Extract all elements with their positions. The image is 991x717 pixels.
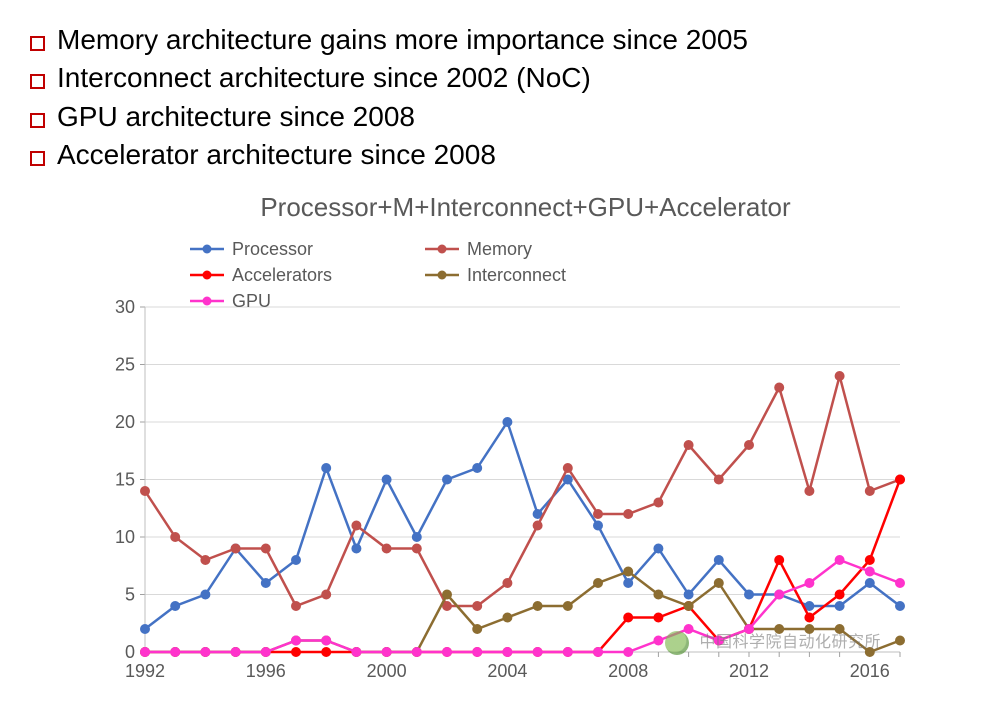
svg-text:Interconnect: Interconnect <box>467 265 566 285</box>
bullet-item: Accelerator architecture since 2008 <box>30 137 961 173</box>
svg-text:2016: 2016 <box>850 661 890 681</box>
bullet-text: Interconnect architecture since 2002 (No… <box>57 60 591 96</box>
square-bullet-icon <box>30 113 45 128</box>
bullet-item: Memory architecture gains more importanc… <box>30 22 961 58</box>
svg-text:2012: 2012 <box>729 661 769 681</box>
svg-text:1996: 1996 <box>246 661 286 681</box>
watermark-logo-icon <box>665 631 689 655</box>
svg-text:2004: 2004 <box>487 661 527 681</box>
svg-text:2000: 2000 <box>367 661 407 681</box>
svg-text:Accelerators: Accelerators <box>232 265 332 285</box>
watermark: 中国科学院自动化研究所 <box>665 628 881 655</box>
square-bullet-icon <box>30 151 45 166</box>
bullet-item: GPU architecture since 2008 <box>30 99 961 135</box>
square-bullet-icon <box>30 74 45 89</box>
svg-text:Processor: Processor <box>232 239 313 259</box>
svg-text:10: 10 <box>115 527 135 547</box>
svg-text:2008: 2008 <box>608 661 648 681</box>
chart-title: Processor+M+Interconnect+GPU+Accelerator <box>90 192 961 223</box>
svg-text:30: 30 <box>115 297 135 317</box>
square-bullet-icon <box>30 36 45 51</box>
svg-text:Memory: Memory <box>467 239 532 259</box>
svg-text:1992: 1992 <box>125 661 165 681</box>
bullet-text: GPU architecture since 2008 <box>57 99 415 135</box>
svg-text:5: 5 <box>125 584 135 604</box>
bullet-text: Memory architecture gains more importanc… <box>57 22 748 58</box>
watermark-text: 中国科学院自动化研究所 <box>699 634 881 651</box>
svg-text:0: 0 <box>125 642 135 662</box>
bullet-list: Memory architecture gains more importanc… <box>30 22 961 174</box>
bullet-text: Accelerator architecture since 2008 <box>57 137 496 173</box>
svg-text:GPU: GPU <box>232 291 271 311</box>
chart-container: Processor+M+Interconnect+GPU+Accelerator… <box>90 192 961 697</box>
svg-text:20: 20 <box>115 412 135 432</box>
line-chart: 0 5 10 15 20 25 30 1992 1996 2000 2004 2008 2012 2016… <box>90 227 920 692</box>
svg-text:25: 25 <box>115 354 135 374</box>
bullet-item: Interconnect architecture since 2002 (No… <box>30 60 961 96</box>
svg-text:15: 15 <box>115 469 135 489</box>
